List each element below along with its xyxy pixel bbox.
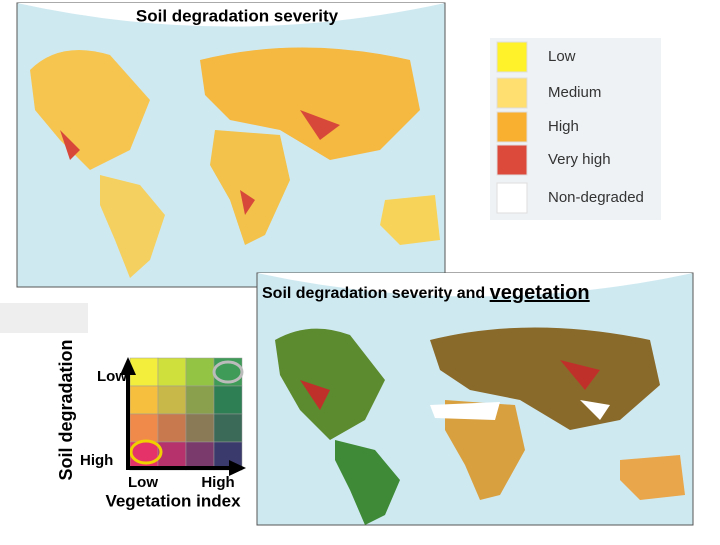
bivariate-cell	[185, 357, 215, 387]
x-low-label: Low	[128, 474, 158, 491]
bivariate-cell	[157, 357, 187, 387]
highlight-circle	[212, 360, 244, 384]
bivariate-cell	[213, 413, 243, 443]
land	[210, 130, 290, 245]
land-bare	[430, 400, 610, 420]
legend-swatch	[496, 77, 528, 109]
x-high-label: High	[201, 474, 234, 491]
bivariate-cell	[185, 441, 215, 471]
y-high-label: High	[80, 452, 113, 469]
legend-swatch	[496, 144, 528, 176]
map-edge	[17, 3, 445, 27]
map-1: Soil degradation severity	[16, 2, 446, 288]
land	[620, 455, 685, 500]
legend: Low Medium High Very high Non-degraded	[496, 41, 644, 214]
land-severe	[300, 360, 600, 410]
legend-swatch	[496, 41, 528, 73]
legend-swatch	[496, 111, 528, 143]
land	[30, 50, 150, 170]
land	[445, 400, 525, 500]
legend-label: High	[548, 118, 579, 135]
bivariate-cell	[157, 441, 187, 471]
bivariate-legend	[129, 357, 243, 471]
land	[200, 47, 420, 160]
bivariate-cell	[185, 385, 215, 415]
bivariate-cell	[157, 385, 187, 415]
map-edge	[257, 273, 693, 297]
land	[335, 440, 400, 525]
arrow-head	[229, 460, 246, 476]
legend-label: Non-degraded	[548, 189, 644, 206]
legend-label: Medium	[548, 84, 601, 101]
placeholder-bar	[0, 303, 88, 333]
y-low-label: Low	[97, 368, 127, 385]
x-axis-label: Vegetation index	[105, 491, 241, 510]
map-2-title-emphasis: vegetation	[490, 282, 590, 304]
bivariate-cell	[213, 385, 243, 415]
bivariate-cell	[185, 413, 215, 443]
arrow-head	[120, 357, 136, 375]
map-1-title: Soil degradation severity	[136, 6, 339, 25]
legend-label: Low	[548, 48, 576, 65]
map-2: Soil degradation severity and vegetation	[256, 272, 694, 526]
highlight-circle	[129, 439, 163, 465]
bivariate-cell	[129, 385, 159, 415]
land	[380, 195, 440, 245]
bivariate-cell	[157, 413, 187, 443]
map-2-title-text: Soil degradation severity and	[262, 285, 485, 302]
bivariate-cell	[129, 413, 159, 443]
y-axis-label: Soil degradation	[56, 339, 76, 480]
land	[100, 175, 165, 278]
legend-label: Very high	[548, 151, 611, 168]
land-severe	[60, 110, 340, 215]
legend-swatch	[496, 182, 528, 214]
land	[275, 328, 385, 440]
map-2-title: Soil degradation severity and vegetation	[262, 282, 590, 304]
